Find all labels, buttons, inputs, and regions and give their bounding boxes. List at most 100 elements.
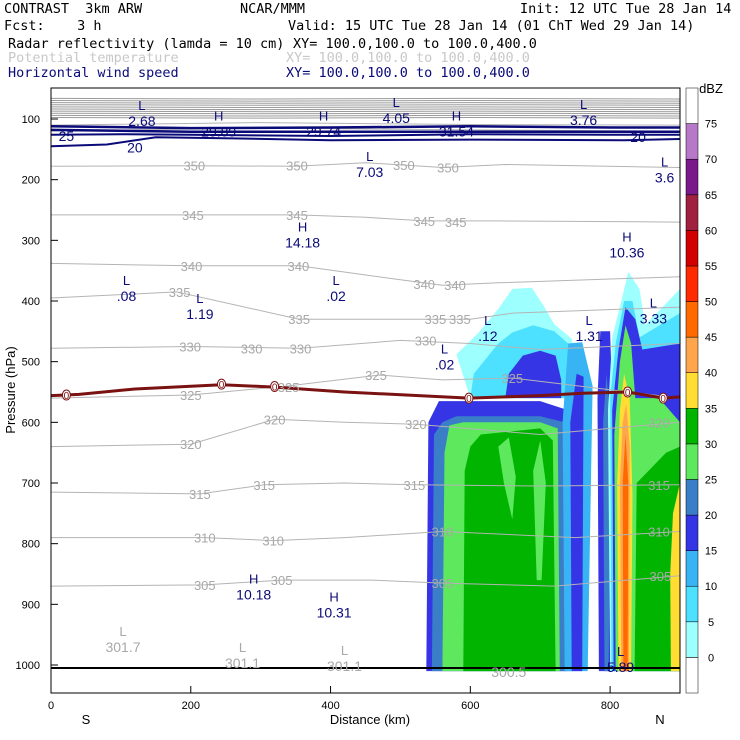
wind-extremum-value: 1.19 [186,306,213,322]
wind-extremum-marker: L [138,98,145,113]
wind-extremum-marker: L [484,313,491,328]
theta-contour-label: 320 [405,417,427,432]
field-name-wind: Horizontal wind speed [8,65,179,81]
colorbar-level-label: 55 [705,261,717,273]
colorbar-swatch [685,87,699,124]
wind-extremum-value: .12 [478,328,498,344]
freezing-level-label-bg [464,392,474,404]
colorbar-swatch [685,479,699,516]
colorbar-level-label: 50 [705,297,717,309]
theta-extremum-value: 301.1 [327,658,362,674]
theta-contour-label: 345 [413,214,435,229]
theta-contour-label: 315 [189,487,211,502]
wind-extremum-marker: L [196,291,203,306]
x-axis-tick-label: 400 [321,700,339,712]
colorbar-swatch [685,230,699,267]
colorbar-level-label: 60 [705,225,717,237]
theta-contour-label: 305 [432,576,454,591]
theta-contour-label: 335 [449,312,471,327]
wind-extremum-value: .02 [435,357,455,373]
colorbar-level-label: 5 [708,617,714,629]
reflectivity-30-streak-b [533,440,546,581]
theta-contour [51,162,680,169]
wind-extremum-value: 5.89 [607,659,634,675]
theta-contour-stratosphere [51,102,680,104]
field-xy-reflectivity: XY= 100.0,100.0 to 100.0,400.0 [293,36,537,52]
theta-contour [51,291,680,320]
colorbar-swatch [685,621,699,658]
wind-extremum-marker: L [617,644,624,659]
colorbar-swatch [685,265,699,302]
colorbar: 0 5 10 15 20 25 30 35 40 45 50 55 60 65 70 75 [685,87,717,694]
theta-contour-label: 330 [290,341,312,356]
colorbar-swatch [685,657,699,694]
wind-extremum-value: .08 [117,288,137,304]
x-axis-tick-label: 600 [461,700,479,712]
wind-extremum-marker: L [441,342,448,357]
theta-contour-label: 315 [648,478,670,493]
theta-contour-stratosphere [51,104,680,106]
wind-extremum-marker: L [123,273,130,288]
theta-contour-label: 305 [194,578,216,593]
freezing-level-label: 0 [219,380,225,391]
y-axis-tick-label: 800 [22,539,40,551]
theta-contour-label: 320 [180,437,202,452]
colorbar-level-label: 15 [705,546,717,558]
colorbar-level-label: 20 [705,510,717,522]
colorbar-swatch [685,585,699,623]
colorbar-swatch [685,514,699,551]
wind-extremum-marker: H [329,590,338,605]
wind-extremum-marker: L [650,295,657,310]
theta-contour-label: 345 [182,208,204,223]
wind-contour-25 [51,133,680,138]
theta-contour-label: 305 [650,569,672,584]
theta-extremum-value: 300.5 [491,664,526,680]
institution-label: NCAR/MMM [240,1,306,17]
theta-contour-label: 350 [393,158,415,173]
wind-extremum-value: .02 [326,288,346,304]
freezing-level-label-bg [658,392,668,404]
freezing-level-label-bg [623,386,633,398]
theta-contour-stratosphere [51,114,680,117]
theta-contour-label: 325 [278,380,300,395]
y-axis-tick-label: 700 [22,478,40,490]
theta-contour-stratosphere [51,110,680,113]
wind-extremum-value: 29.74 [306,124,341,140]
colorbar-level-label: 45 [705,332,717,344]
colorbar-swatch [685,443,699,480]
wind-extremum-marker: L [661,155,668,170]
theta-contour-stratosphere [51,112,680,115]
theta-extremum-marker: L [341,643,348,658]
theta-contour-label: 350 [286,159,308,174]
y-axis-tick-label: 500 [22,357,40,369]
reflectivity-east-edge-40 [670,483,680,672]
y-axis-tick-label: 300 [22,235,40,247]
theta-contour-stratosphere [51,108,680,111]
theta-contour-label: 310 [432,525,454,540]
colorbar-level-label: 25 [705,475,717,487]
theta-contour [51,339,680,351]
theta-contour-label: 310 [648,525,670,540]
y-axis-tick-label: 600 [22,417,40,429]
wind-extremum-value: 4.05 [383,110,410,126]
wind-extremum-value: 10.36 [609,244,644,260]
colorbar-swatch [685,408,699,445]
theta-contour [51,418,680,448]
freezing-level-label-bg [270,381,280,392]
wind-contour-label: 25 [59,128,75,144]
wind-extremum-marker: H [214,109,223,124]
wind-extremum-value: 29.89 [201,124,236,140]
x-axis-tick-label: 0 [48,700,54,712]
wind-extremum-value: 7.03 [356,164,383,180]
theta-contour [51,575,680,587]
theta-contour-label: 325 [501,371,523,386]
field-name-theta: Potential temperature [8,50,179,66]
wind-contour-label: 20 [630,129,646,145]
freezing-level-label: 0 [272,383,278,394]
colorbar-level-label: 0 [708,652,714,664]
wind-extremum-marker: H [249,571,258,586]
wind-extremum-value: 3.33 [640,310,667,326]
x-axis-tick-label: 200 [182,700,200,712]
colorbar-level-label: 40 [705,368,717,380]
